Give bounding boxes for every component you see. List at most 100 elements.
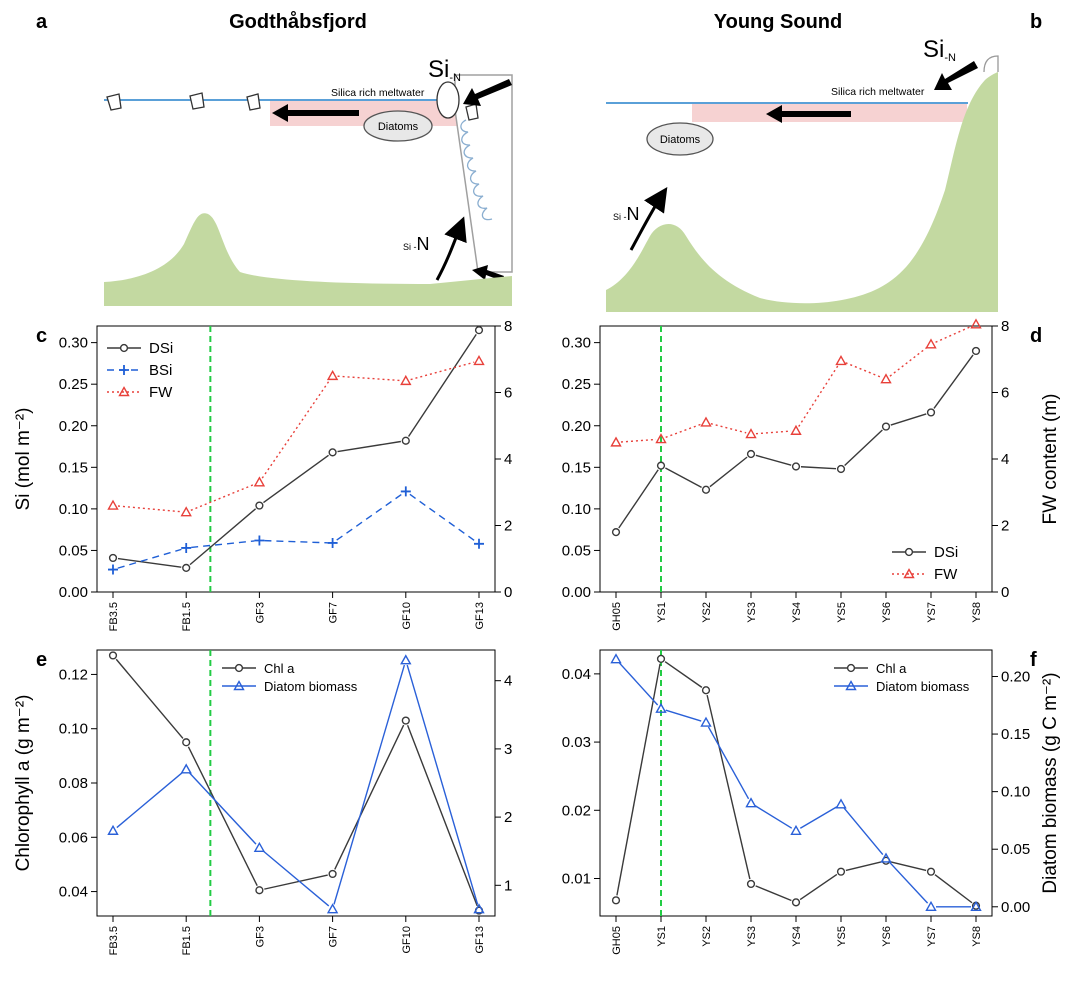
- series-line-bsi: [264, 539, 328, 544]
- series-line-chl-a: [334, 724, 405, 870]
- panel-letter-a: a: [36, 11, 48, 33]
- data-point-dsi: [328, 448, 337, 457]
- data-point-diatom-biomass: [790, 824, 802, 835]
- series-line-fw: [845, 362, 882, 378]
- x-tick-label: YS4: [791, 602, 803, 623]
- series-line-dsi: [933, 354, 974, 409]
- data-point-fw: [880, 373, 892, 384]
- y2-axis-label: FW content (m): [1040, 394, 1061, 525]
- legend-label: Chl a: [264, 661, 295, 676]
- legend-marker: [904, 547, 914, 557]
- data-point-chl-a: [836, 867, 846, 876]
- series-line-dsi: [890, 413, 927, 426]
- x-tick-label: FB3.5: [108, 602, 120, 631]
- diatoms-label-b: Diatoms: [660, 134, 701, 146]
- upwelling-n-a: N: [417, 234, 430, 254]
- series-line-chl-a: [706, 694, 751, 880]
- ice-chunk-a: [436, 81, 460, 119]
- legend-label: FW: [934, 566, 958, 583]
- data-point-diatom-biomass: [700, 716, 712, 727]
- terrain-b: [606, 72, 998, 312]
- y-tick-label: 0.30: [562, 335, 591, 352]
- series-line-chl-a: [187, 746, 258, 887]
- data-point-fw: [107, 499, 119, 510]
- x-tick-label: YS6: [881, 926, 893, 947]
- y-tick-label: 0.08: [59, 775, 88, 792]
- data-point-diatom-biomass: [326, 903, 339, 914]
- y2-tick-label: 0.15: [1001, 726, 1030, 743]
- series-line-chl-a: [890, 861, 927, 872]
- data-point-dsi: [255, 501, 264, 510]
- y-tick-label: 0.06: [59, 829, 88, 846]
- series-line-bsi: [336, 493, 403, 541]
- data-point-bsi: [327, 537, 338, 548]
- y2-tick-label: 4: [504, 673, 512, 690]
- y-tick-label: 0.12: [59, 666, 88, 683]
- terrain-a: [104, 213, 512, 306]
- panel-b-title: Young Sound: [714, 11, 843, 33]
- x-tick-label: GF10: [401, 926, 413, 954]
- large-arrow-icon: [766, 105, 851, 123]
- legend-marker: [233, 680, 245, 691]
- y-tick-label: 0.15: [562, 459, 591, 476]
- y-tick-label: 0.05: [562, 542, 591, 559]
- panel-a-schematic: a Godthåbsfjord Diatoms Silica rich melt…: [36, 10, 513, 306]
- meltwater-label-b: Silica rich meltwater: [831, 86, 925, 98]
- y2-tick-label: 0.05: [1001, 841, 1030, 858]
- series-line-diatom-biomass: [618, 662, 659, 706]
- series-line-fw: [117, 505, 182, 513]
- y-tick-label: 0.00: [562, 584, 591, 601]
- si-label-a: Si: [428, 56, 449, 83]
- x-tick-label: YS1: [656, 926, 668, 947]
- y-tick-label: 0.20: [562, 418, 591, 435]
- y-axis-label: Si (mol m⁻²): [13, 408, 34, 511]
- data-point-chl-a: [182, 738, 191, 747]
- upwelling-label-b: Si -N: [613, 204, 640, 224]
- data-point-diatom-biomass: [610, 653, 622, 664]
- panel-b-schematic: b Young Sound Diatoms Silica rich meltwa…: [606, 11, 1042, 312]
- x-tick-label: YS8: [971, 926, 983, 947]
- legend-marker: [903, 568, 915, 579]
- panel-letter-d: d: [1030, 325, 1042, 347]
- y2-tick-label: 0: [504, 584, 512, 601]
- legend-marker: [846, 663, 856, 673]
- meltwater-label-a: Silica rich meltwater: [331, 87, 425, 99]
- iceberg-icon: [246, 93, 261, 111]
- legend-marker: [119, 365, 129, 375]
- si-n-subscript-a: -N: [449, 72, 461, 84]
- y2-tick-label: 2: [504, 518, 512, 535]
- chart-f: 0.01 0.02 0.03 0.04 0.00 0.05 0.10 0.15 0.20 GH05…: [562, 649, 1061, 955]
- data-point-fw: [700, 416, 712, 427]
- data-point-chl-a: [791, 898, 801, 907]
- series-line-chl-a: [934, 874, 973, 904]
- data-point-chl-a: [746, 879, 756, 889]
- data-point-dsi: [474, 326, 484, 335]
- y-tick-label: 0.04: [562, 666, 591, 683]
- series-line-fw: [190, 483, 256, 511]
- series-line-bsi: [191, 540, 255, 549]
- data-point-chl-a: [328, 869, 337, 879]
- x-tick-label: YS4: [791, 926, 803, 947]
- upwelling-arrow-a: [435, 216, 467, 281]
- panel-letter-e: e: [36, 649, 47, 671]
- data-point-diatom-biomass: [180, 763, 192, 774]
- series-line-dsi: [844, 429, 883, 467]
- x-tick-label: FB1.5: [181, 602, 193, 631]
- series-line-chl-a: [264, 874, 328, 890]
- data-point-chl-a: [255, 886, 264, 895]
- series-line-diatom-biomass: [116, 772, 183, 829]
- chart-c: 0.00 0.05 0.10 0.15 0.20 0.25 0.30 0 2 4 6 8 FB3.5 FB…: [13, 318, 512, 631]
- series-line-diatom-biomass: [189, 772, 257, 845]
- data-point-dsi: [108, 553, 118, 563]
- y2-tick-label: 0.10: [1001, 784, 1030, 801]
- data-point-dsi: [746, 449, 756, 459]
- data-point-chl-a: [108, 651, 118, 660]
- series-line-fw: [755, 430, 792, 435]
- y2-tick-label: 1: [504, 877, 512, 894]
- y2-tick-label: 3: [504, 741, 512, 758]
- data-point-diatom-biomass: [970, 900, 982, 911]
- x-tick-label: YS7: [926, 926, 938, 947]
- series-line-dsi: [407, 333, 477, 437]
- data-point-dsi: [926, 408, 936, 417]
- data-point-diatom-biomass: [473, 903, 485, 914]
